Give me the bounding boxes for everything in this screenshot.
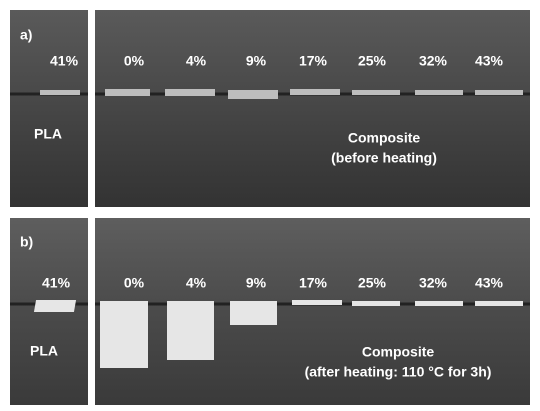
percent-label: 32% <box>419 53 448 69</box>
pla-label: PLA <box>34 126 62 142</box>
percent-label: 43% <box>475 275 504 291</box>
panel-label: b) <box>20 234 33 250</box>
percent-label: 17% <box>299 275 328 291</box>
pla-label: PLA <box>30 343 58 359</box>
percent-label: 9% <box>246 53 267 69</box>
composite-label: Composite <box>348 130 421 146</box>
panel-b: b) 41% PLA Composite (after heating: 110… <box>10 218 530 405</box>
condition: (before heating) <box>331 150 437 166</box>
condition: (after heating: 110 °C for 3h) <box>305 364 492 380</box>
divider <box>88 10 95 207</box>
percent-label: 43% <box>475 53 504 69</box>
divider <box>88 218 95 405</box>
percent-label: 0% <box>124 275 145 291</box>
percent-label: 25% <box>358 53 387 69</box>
pla-percent: 41% <box>42 275 71 291</box>
percent-label: 4% <box>186 53 207 69</box>
composite-label: Composite <box>362 344 435 360</box>
pla-percent: 41% <box>50 53 79 69</box>
percent-label: 9% <box>246 275 267 291</box>
percent-label: 17% <box>299 53 328 69</box>
percent-label: 25% <box>358 275 387 291</box>
percent-label: 0% <box>124 53 145 69</box>
panel-label: a) <box>20 27 32 43</box>
percent-label: 32% <box>419 275 448 291</box>
percent-label: 4% <box>186 275 207 291</box>
panel-a: a) 41% PLA Composite (before heating) <box>10 10 530 207</box>
figure: a) 41% PLA Composite (before heating) b)… <box>0 0 540 411</box>
